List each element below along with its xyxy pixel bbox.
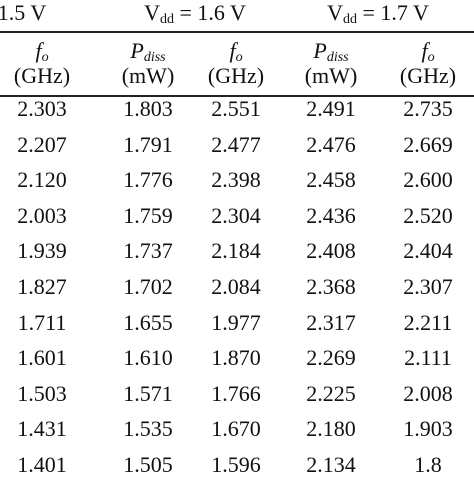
cell: 2.477 — [211, 131, 261, 157]
cell: 1.827 — [17, 274, 67, 299]
group-text: 1.5 V — [0, 0, 47, 25]
cell: 2.404 — [403, 238, 453, 264]
cell: 2.368 — [306, 274, 356, 299]
cell: 1.601 — [17, 345, 67, 371]
cell: 2.304 — [211, 202, 261, 228]
group-header: 1.5 V — [0, 2, 46, 24]
cell: 1.571 — [123, 380, 173, 406]
symbol-sub: diss — [143, 50, 166, 65]
cell: 1.655 — [123, 309, 173, 335]
symbol-sub: o — [235, 50, 243, 65]
cell: 1.670 — [211, 416, 261, 442]
cell: 2.458 — [306, 167, 356, 193]
cell: 1.505 — [123, 452, 173, 477]
cell: 1.431 — [17, 416, 67, 442]
group-header: Vdd = 1.7 V — [327, 2, 429, 27]
cell: 1.939 — [17, 238, 67, 264]
cell: 1.711 — [17, 309, 67, 335]
column-symbol: Pdiss — [313, 40, 348, 65]
cell: 1.596 — [211, 452, 261, 477]
cell: 2.008 — [403, 380, 453, 406]
cell: 2.551 — [211, 96, 261, 121]
column-unit: (GHz) — [13, 63, 71, 88]
group-v: V — [327, 0, 343, 25]
cell: 2.476 — [306, 131, 356, 157]
column-rule — [0, 95, 474, 97]
group-rest: = 1.6 V — [173, 0, 246, 25]
cell: 2.735 — [403, 96, 453, 121]
cell: 2.600 — [403, 167, 453, 193]
cell: 2.211 — [403, 309, 453, 335]
cell: 2.120 — [17, 167, 67, 193]
cell: 1.766 — [211, 380, 261, 406]
cell: 1.535 — [123, 416, 173, 442]
cell: 2.207 — [17, 131, 67, 157]
cell: 2.398 — [211, 167, 261, 193]
cell: 1.977 — [211, 309, 261, 335]
cell: 1.8 — [414, 452, 442, 477]
cell: 2.303 — [17, 96, 67, 121]
symbol-sub: diss — [326, 50, 349, 65]
cell: 2.669 — [403, 131, 453, 157]
cell: 1.503 — [17, 380, 67, 406]
cell: 2.491 — [306, 96, 356, 121]
cell: 1.401 — [17, 452, 67, 477]
cell: 1.791 — [123, 131, 173, 157]
cell: 2.003 — [17, 202, 67, 228]
column-symbol: fo — [229, 40, 242, 65]
symbol: P — [313, 38, 327, 63]
column-symbol: Pdiss — [130, 40, 165, 65]
column-unit: (GHz) — [399, 63, 457, 88]
cell: 1.870 — [211, 345, 261, 371]
symbol: f — [35, 38, 42, 63]
group-rest: = 1.7 V — [356, 0, 429, 25]
group-sub: dd — [342, 12, 357, 27]
cell: 2.408 — [306, 238, 356, 264]
cell: 1.702 — [123, 274, 173, 299]
cell: 1.803 — [123, 96, 173, 121]
cell: 2.269 — [306, 345, 356, 371]
symbol: f — [421, 38, 428, 63]
cell: 1.610 — [123, 345, 173, 371]
cell: 1.759 — [123, 202, 173, 228]
cell: 1.737 — [123, 238, 173, 264]
cell: 1.776 — [123, 167, 173, 193]
column-unit: (mW) — [304, 63, 358, 88]
cell: 2.436 — [306, 202, 356, 228]
header-rule — [0, 31, 474, 33]
cell: 2.184 — [211, 238, 261, 264]
symbol: P — [130, 38, 144, 63]
cell: 1.903 — [403, 416, 453, 442]
cell: 2.180 — [306, 416, 356, 442]
cell: 2.134 — [306, 452, 356, 477]
column-unit: (GHz) — [207, 63, 265, 88]
group-v: V — [144, 0, 160, 25]
cell: 2.317 — [306, 309, 356, 335]
symbol: f — [229, 38, 236, 63]
symbol-sub: o — [427, 50, 435, 65]
cell: 2.111 — [404, 345, 452, 371]
cell: 2.225 — [306, 380, 356, 406]
cell: 2.084 — [211, 274, 261, 299]
symbol-sub: o — [41, 50, 49, 65]
cell: 2.520 — [403, 202, 453, 228]
column-symbol: fo — [35, 40, 48, 65]
column-symbol: fo — [421, 40, 434, 65]
group-sub: dd — [159, 12, 174, 27]
group-header: Vdd = 1.6 V — [144, 2, 246, 27]
cell: 2.307 — [403, 274, 453, 299]
column-unit: (mW) — [121, 63, 175, 88]
